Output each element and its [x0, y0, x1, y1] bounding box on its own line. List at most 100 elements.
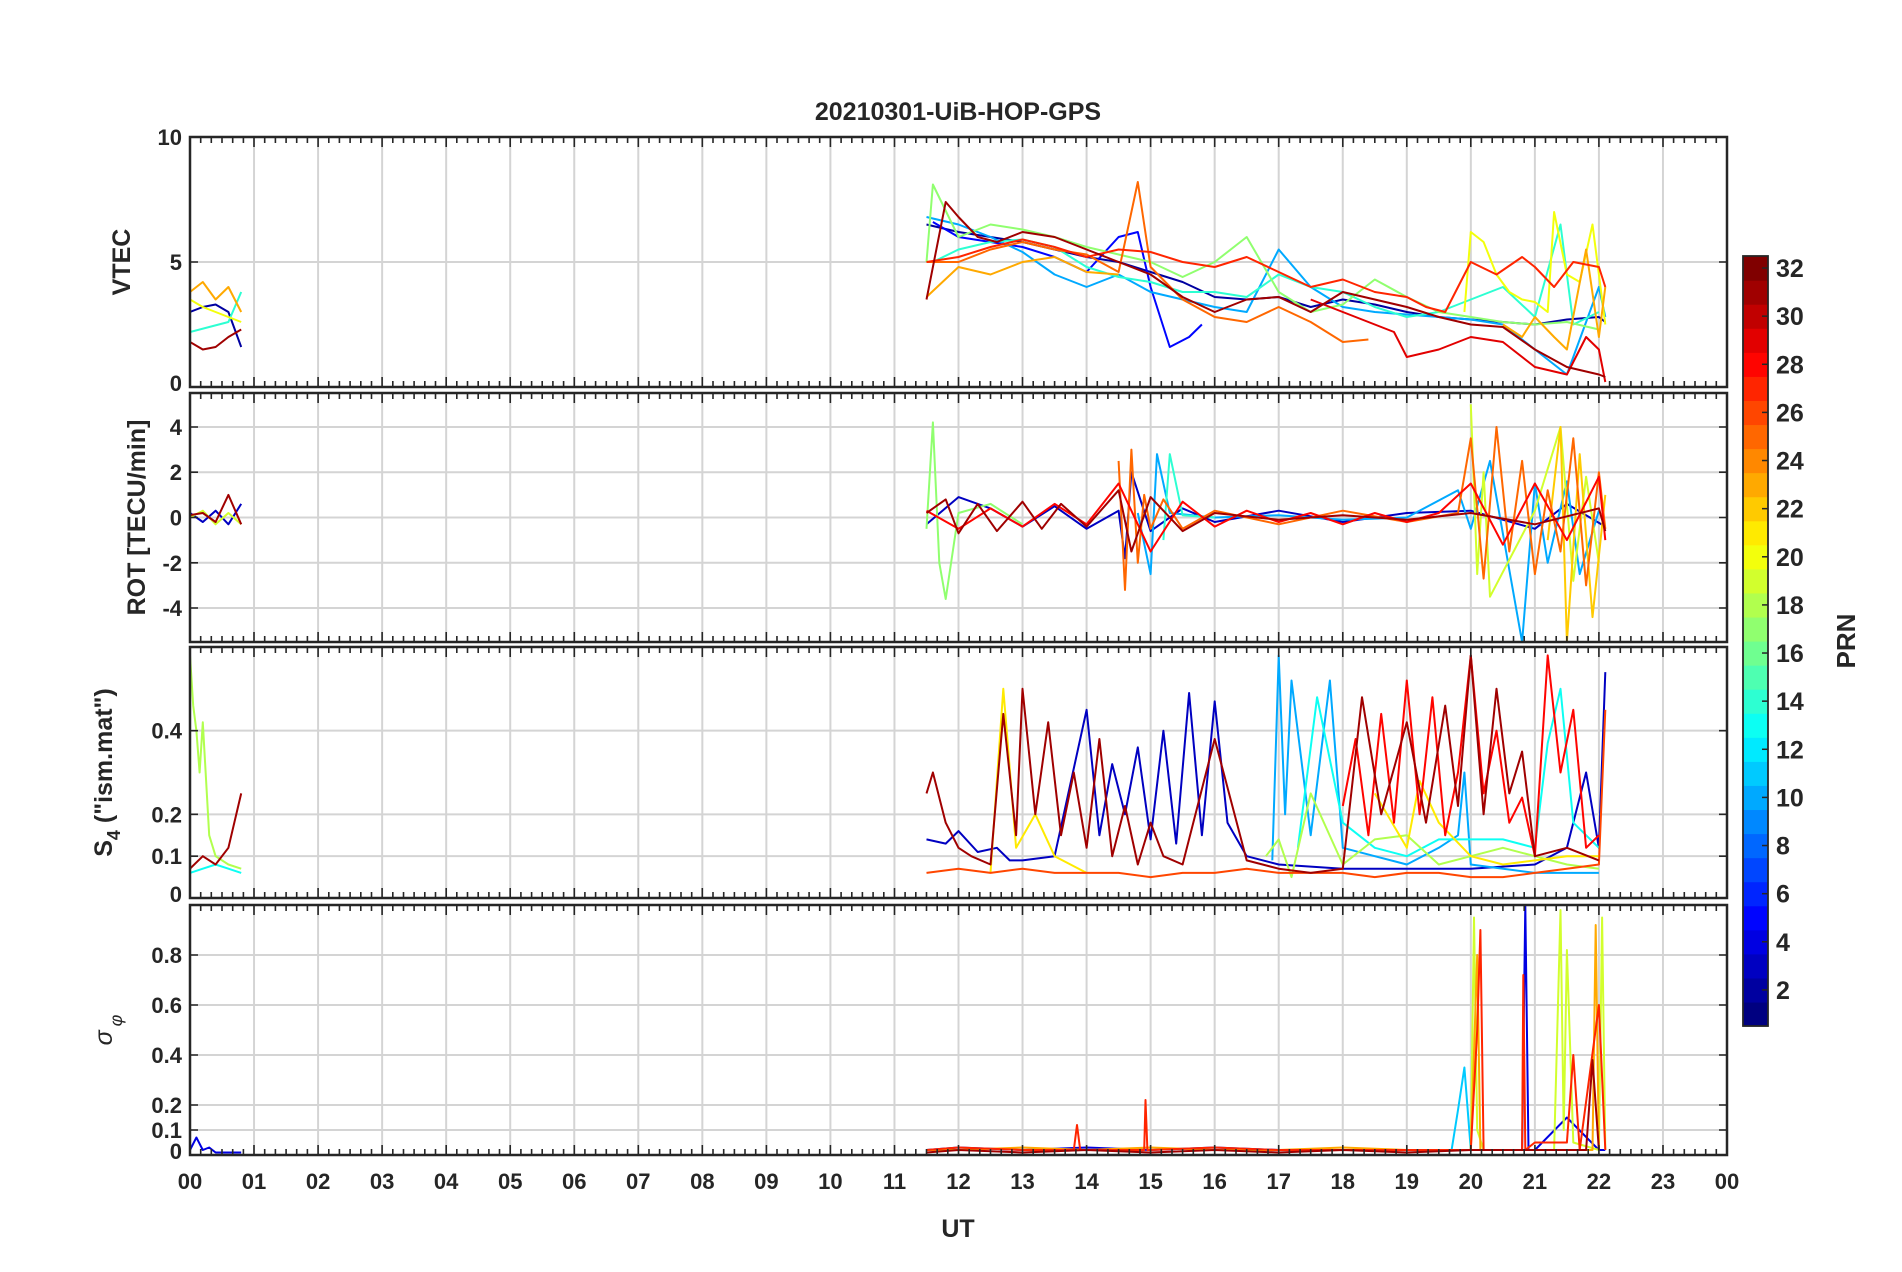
colorbar-swatch — [1743, 809, 1768, 835]
colorbar-tick-label: 10 — [1776, 784, 1804, 812]
panel-vtec: 0 5 10 VTEC — [108, 125, 1729, 396]
series-line-prn-3 — [926, 672, 1607, 870]
axes-frame — [188, 391, 1729, 644]
colorbar-swatch — [1743, 1001, 1768, 1027]
y-tick-label: 0.1 — [151, 844, 182, 869]
x-tick-label: 14 — [1074, 1169, 1099, 1194]
y-tick-label: 0 — [170, 506, 182, 531]
x-tick-label: 03 — [370, 1169, 394, 1194]
x-tick-label: 22 — [1587, 1169, 1611, 1194]
y-tick-label: 2 — [170, 460, 182, 485]
series-line-prn-31 — [190, 489, 1607, 553]
x-tick-label: 12 — [946, 1169, 970, 1194]
series-line-prn-10 — [926, 216, 1607, 376]
y-tick-label: 10 — [158, 125, 182, 150]
x-tick-label: 09 — [754, 1169, 778, 1194]
axes-frame — [188, 903, 1729, 1157]
y-tick-label: 0.8 — [151, 943, 182, 968]
x-tick-label: 23 — [1651, 1169, 1675, 1194]
x-tick-label: 06 — [562, 1169, 586, 1194]
colorbar-tick-label: 22 — [1776, 496, 1804, 524]
colorbar-tick-label: 4 — [1776, 929, 1790, 957]
x-tick-label: 01 — [242, 1169, 266, 1194]
y-tick-label: 5 — [170, 250, 182, 275]
y-tick-label: -2 — [162, 551, 182, 576]
colorbar-tick-label: 26 — [1776, 399, 1804, 427]
x-tick-label: 16 — [1202, 1169, 1226, 1194]
series-line-prn-10 — [1136, 453, 1600, 642]
y-tick-label: 4 — [170, 415, 183, 440]
panel-s4: 0 0.1 0.2 0.4 S4 ("ism.mat") — [90, 645, 1729, 907]
y-tick-label: 0.6 — [151, 993, 182, 1018]
colorbar-swatch — [1743, 857, 1768, 883]
colorbar-tick-label: 30 — [1776, 303, 1804, 331]
x-tick-label: 02 — [306, 1169, 330, 1194]
colorbar-swatch — [1743, 328, 1768, 353]
colorbar-swatch — [1743, 520, 1768, 546]
x-tick-label: 08 — [690, 1169, 714, 1194]
series-line-prn-28 — [926, 475, 1607, 553]
x-tick-label: 13 — [1010, 1169, 1034, 1194]
y-tick-label: 0 — [170, 1139, 182, 1164]
y-tick-label: 0.4 — [151, 1043, 182, 1068]
colorbar-tick-label: 2 — [1776, 977, 1790, 1005]
colorbar-swatch — [1743, 953, 1768, 979]
x-tick-label: 00 — [178, 1169, 202, 1194]
colorbar-tick-label: 32 — [1776, 255, 1804, 283]
series-line-prn-10 — [1271, 654, 1599, 874]
series-line-prn-29 — [1310, 298, 1607, 383]
x-tick-label: 19 — [1395, 1169, 1419, 1194]
series-line-prn-31 — [190, 201, 1606, 378]
x-axis-label: UT — [941, 1215, 974, 1243]
x-tick-label: 05 — [498, 1169, 522, 1194]
colorbar-tick-label: 18 — [1776, 592, 1804, 620]
colorbar-frame — [1742, 255, 1769, 1027]
y-tick-label: 0.2 — [151, 1093, 182, 1118]
panel-sigma_phi: 00.10.2 0.4 0.6 0.8 σφ — [90, 903, 1729, 1164]
colorbar-tick-label: 24 — [1776, 448, 1804, 476]
y-tick-label: 0.1 — [151, 1118, 182, 1143]
x-tick-label: 11 — [883, 1169, 906, 1194]
y-tick-label: -4 — [162, 596, 182, 621]
colorbar-tick-label: 6 — [1776, 881, 1790, 909]
x-tick-label: 21 — [1523, 1169, 1547, 1194]
colorbar-tick-label: 16 — [1776, 640, 1804, 668]
series-line-prn-21 — [989, 687, 1599, 874]
series-line-prn-23 — [190, 248, 1607, 351]
colorbar-swatch — [1743, 665, 1768, 690]
series-line-prn-26 — [926, 709, 1607, 879]
y-axis-label: σφ — [90, 1014, 126, 1045]
colorbar-swatch — [1743, 568, 1768, 594]
colorbar-swatch — [1743, 713, 1768, 738]
colorbar-swatch — [1743, 472, 1768, 498]
colorbar-tick-label: 14 — [1776, 688, 1804, 716]
colorbar-tick-label: 8 — [1776, 833, 1790, 861]
y-tick-label: 0.4 — [151, 719, 182, 744]
y-tick-marks — [190, 426, 1727, 609]
series-line-prn-25 — [1117, 426, 1607, 591]
colorbar-tick-label: 28 — [1776, 351, 1804, 379]
series-line-prn-31 — [190, 654, 1600, 874]
series-line-prn-17 — [925, 183, 1600, 331]
y-axis-label: VTEC — [108, 229, 136, 296]
series-line-prn-22 — [1546, 426, 1607, 642]
x-tick-label: 20 — [1459, 1169, 1483, 1194]
y-tick-label: 0.2 — [151, 802, 182, 827]
x-tick-label: 18 — [1331, 1169, 1355, 1194]
series-line-prn-19 — [1469, 909, 1607, 1151]
y-axis-label: S4 ("ism.mat") — [90, 688, 124, 857]
figure-title: 20210301-UiB-HOP-GPS — [815, 98, 1101, 126]
series-line-prn-14 — [1162, 453, 1215, 541]
axes-frame — [188, 135, 1729, 389]
colorbar-swatch — [1743, 376, 1768, 401]
x-tick-label: 07 — [626, 1169, 650, 1194]
x-tick-label: 00 — [1715, 1169, 1739, 1194]
colorbar-swatch — [1743, 616, 1768, 642]
axes-frame — [188, 645, 1729, 900]
x-tick-label: 15 — [1138, 1169, 1162, 1194]
series-line-prn-27 — [926, 238, 1607, 313]
y-tick-label: 0 — [170, 882, 182, 907]
